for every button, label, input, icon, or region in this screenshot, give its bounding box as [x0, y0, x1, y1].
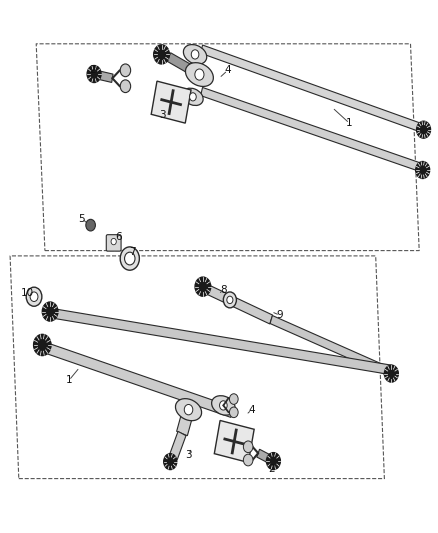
Text: 1: 1 [346, 118, 353, 128]
Circle shape [154, 45, 170, 64]
Circle shape [86, 219, 95, 231]
Circle shape [87, 66, 101, 83]
Text: 7: 7 [129, 247, 135, 257]
Polygon shape [42, 342, 233, 417]
Circle shape [223, 292, 237, 308]
Circle shape [416, 161, 430, 179]
Text: 4: 4 [248, 405, 255, 415]
Circle shape [244, 441, 253, 453]
Polygon shape [257, 449, 275, 465]
Polygon shape [151, 81, 191, 123]
Circle shape [184, 405, 193, 415]
Circle shape [417, 121, 431, 138]
Circle shape [195, 69, 204, 80]
Ellipse shape [184, 45, 207, 64]
Circle shape [120, 80, 131, 93]
FancyBboxPatch shape [106, 235, 121, 251]
Text: 4: 4 [224, 66, 231, 75]
Text: 10: 10 [21, 288, 34, 298]
Circle shape [191, 50, 199, 59]
Text: 2: 2 [89, 66, 96, 75]
Circle shape [244, 454, 253, 466]
Text: 8: 8 [220, 285, 226, 295]
Polygon shape [177, 408, 194, 435]
Circle shape [120, 64, 131, 77]
Polygon shape [51, 309, 392, 375]
Circle shape [385, 365, 398, 382]
Circle shape [195, 277, 211, 296]
Polygon shape [201, 45, 424, 133]
Text: 9: 9 [277, 310, 283, 320]
Circle shape [26, 287, 42, 306]
Ellipse shape [185, 63, 213, 86]
Circle shape [30, 292, 38, 302]
Ellipse shape [212, 395, 235, 415]
Polygon shape [214, 421, 254, 463]
Polygon shape [202, 283, 272, 324]
Circle shape [227, 296, 233, 304]
Ellipse shape [176, 399, 201, 421]
Text: 2: 2 [268, 464, 275, 474]
Text: 6: 6 [116, 232, 122, 243]
Circle shape [120, 247, 139, 270]
Polygon shape [201, 87, 424, 173]
Circle shape [230, 394, 238, 405]
Circle shape [230, 407, 238, 418]
Circle shape [190, 93, 196, 101]
Text: 3: 3 [185, 450, 192, 460]
Polygon shape [270, 316, 392, 376]
Circle shape [124, 252, 135, 265]
Text: 3: 3 [159, 110, 166, 120]
Polygon shape [170, 431, 186, 459]
Circle shape [164, 454, 177, 470]
Circle shape [34, 334, 51, 356]
Circle shape [219, 401, 227, 410]
Circle shape [42, 302, 58, 321]
Polygon shape [93, 70, 113, 83]
Polygon shape [167, 53, 201, 79]
Ellipse shape [183, 88, 203, 106]
Text: 5: 5 [78, 214, 85, 224]
Circle shape [266, 453, 280, 470]
Text: 1: 1 [66, 375, 72, 385]
Circle shape [111, 238, 116, 245]
